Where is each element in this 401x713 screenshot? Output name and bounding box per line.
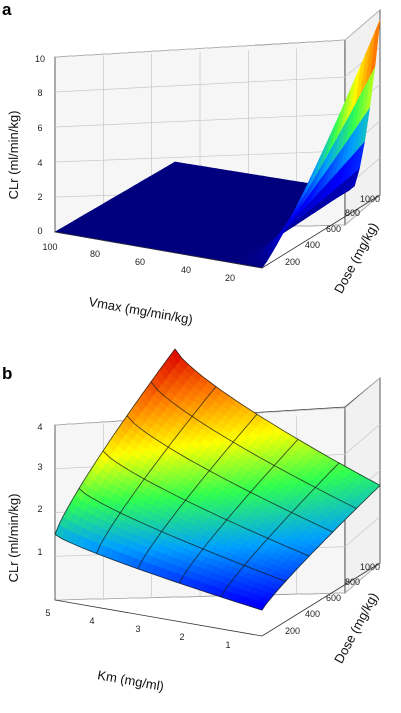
surface-mesh-line bbox=[95, 386, 217, 554]
panel-a-y-tick: 200 bbox=[285, 257, 300, 267]
panel-a-y-tick: 400 bbox=[305, 240, 320, 250]
panel-a-y-tick: 800 bbox=[345, 208, 360, 218]
surface-mesh-line bbox=[261, 485, 381, 611]
surface-mesh-line bbox=[174, 348, 381, 486]
panel-a-z-tick: 6 bbox=[37, 123, 42, 133]
panel-b-y-tick: 600 bbox=[326, 593, 341, 603]
panel-letter-b: b bbox=[2, 364, 12, 383]
surface-mesh-line bbox=[137, 413, 258, 570]
panel-a-x-tick: 20 bbox=[225, 273, 235, 283]
panel-b: b 1 2 3 4 5 4 3 2 1 200 400 600 800 1000… bbox=[2, 348, 381, 694]
panel-a-z-tick: 0 bbox=[37, 226, 42, 236]
panel-b-front-edge-x bbox=[54, 599, 263, 637]
panel-b-z-axis-label: CLr (ml/min/kg) bbox=[6, 494, 21, 583]
grid-line bbox=[344, 377, 381, 409]
panel-b-z-tick: 1 bbox=[37, 547, 42, 557]
panel-b-x-tick: 1 bbox=[225, 640, 230, 650]
panel-b-z-tick: 4 bbox=[37, 422, 42, 432]
panel-letter-a: a bbox=[2, 0, 12, 19]
panel-a-x-ticks: 100 80 60 40 20 bbox=[42, 242, 235, 283]
panel-b-x-axis-label: Km (mg/ml) bbox=[96, 667, 165, 693]
panel-a-x-tick: 80 bbox=[90, 249, 100, 259]
panel-b-front-edge-y bbox=[261, 562, 381, 637]
surface-mesh-line bbox=[178, 438, 299, 584]
surface-mesh-line bbox=[54, 534, 263, 611]
panel-b-y-tick: 400 bbox=[305, 609, 320, 619]
panel-a: a 0 2 4 6 8 10 100 80 60 40 20 200 400 bbox=[2, 0, 381, 327]
panel-a-y-tick: 600 bbox=[326, 224, 341, 234]
panel-b-z-ticks: 1 2 3 4 bbox=[37, 422, 42, 557]
panel-b-z-tick: 2 bbox=[37, 504, 42, 514]
panel-a-front-edge-y bbox=[261, 194, 381, 269]
panel-b-x-tick: 3 bbox=[135, 624, 140, 634]
surface-mesh-line bbox=[126, 415, 333, 533]
panel-a-z-tick: 8 bbox=[37, 88, 42, 98]
grid-line bbox=[344, 194, 381, 226]
panel-a-z-ticks: 0 2 4 6 8 10 bbox=[35, 54, 45, 236]
panel-a-z-tick: 10 bbox=[35, 54, 45, 64]
panel-a-y-tick: 1000 bbox=[360, 194, 380, 204]
grid-line bbox=[344, 562, 381, 594]
panel-b-surface bbox=[54, 348, 381, 611]
surface-mesh-line bbox=[150, 381, 357, 509]
panel-b-x-tick: 2 bbox=[179, 632, 184, 642]
panel-b-y-tick: 800 bbox=[345, 577, 360, 587]
surface-mesh-line bbox=[102, 450, 310, 557]
panel-a-z-axis-label: CLr (ml/min/kg) bbox=[6, 111, 21, 200]
grid-line bbox=[344, 9, 381, 41]
panel-b-y-tick: 200 bbox=[285, 626, 300, 636]
panel-b-x-tick: 5 bbox=[45, 608, 50, 618]
panel-b-y-ticks: 200 400 600 800 1000 bbox=[285, 562, 380, 636]
panel-a-x-tick: 100 bbox=[42, 242, 57, 252]
panel-b-y-tick: 1000 bbox=[360, 562, 380, 572]
panel-a-z-tick: 4 bbox=[37, 158, 42, 168]
panel-a-front-edge-x bbox=[54, 231, 263, 269]
panel-b-x-tick: 4 bbox=[89, 616, 94, 626]
panel-a-x-axis-label: Vmax (mg/min/kg) bbox=[88, 294, 194, 327]
panel-a-x-tick: 40 bbox=[181, 265, 191, 275]
panel-a-x-tick: 60 bbox=[135, 257, 145, 267]
surface-mesh-line bbox=[54, 348, 176, 535]
surface-mesh-line bbox=[220, 462, 340, 598]
panel-a-y-ticks: 200 400 600 800 1000 bbox=[285, 194, 380, 267]
panel-a-z-tick: 2 bbox=[37, 192, 42, 202]
grid-line bbox=[54, 39, 346, 58]
panel-b-z-tick: 3 bbox=[37, 462, 42, 472]
surface-mesh-line bbox=[78, 488, 286, 582]
grid-line bbox=[344, 423, 381, 455]
grid-line bbox=[344, 516, 381, 548]
panel-a-surface bbox=[54, 19, 381, 269]
panel-b-x-ticks: 5 4 3 2 1 bbox=[45, 608, 230, 650]
